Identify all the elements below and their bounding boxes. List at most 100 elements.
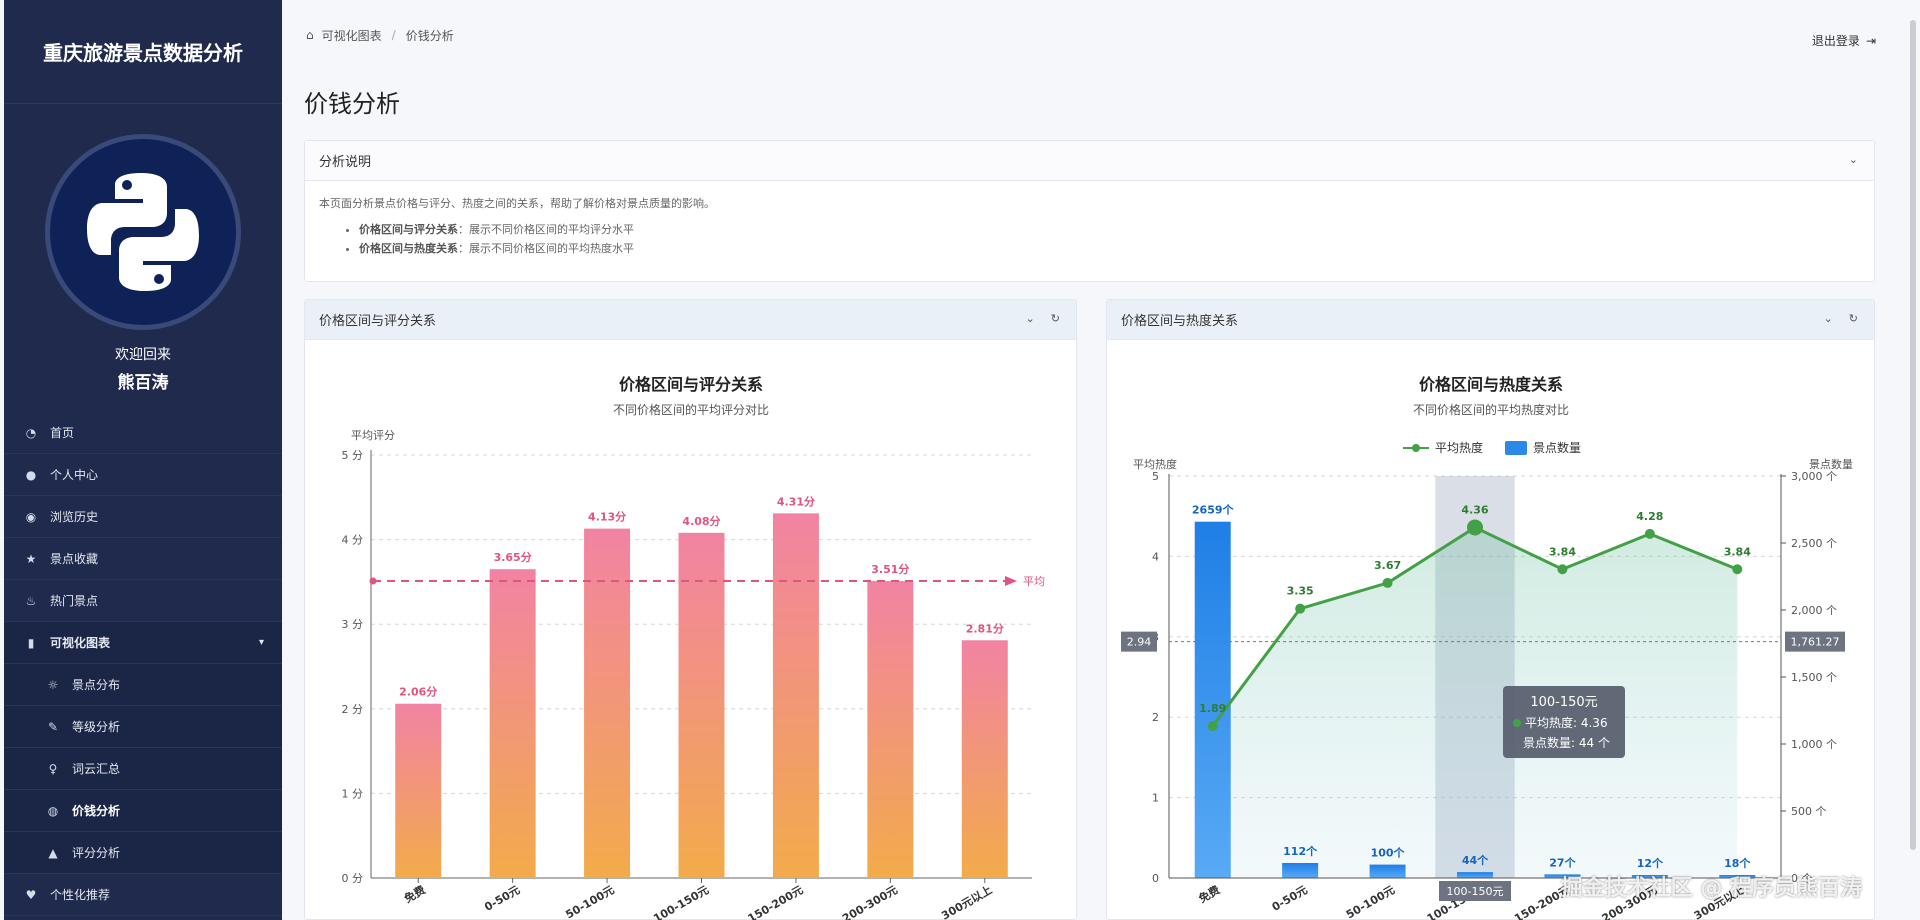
graduation-icon: ▲ (48, 845, 58, 860)
scrollbar[interactable] (1910, 20, 1916, 850)
bar-value-label: 3.65分 (494, 550, 532, 564)
crosshair-x-label: 100-150元 (1447, 885, 1504, 898)
average-line-start (369, 577, 377, 585)
x-tick-label: 免费 (402, 882, 428, 905)
crosshair-y2-label: 1,761.27 (1791, 636, 1840, 649)
bar-value-label: 2.06分 (399, 685, 437, 699)
heat-area (1212, 527, 1738, 878)
chevron-down-icon[interactable]: ⌄ (1025, 312, 1035, 325)
sidebar-item-favorites[interactable]: ★ 景点收藏 (4, 538, 282, 580)
bar (489, 569, 536, 878)
legend-label: 景点数量 (1533, 440, 1581, 455)
sidebar-item-label: 等级分析 (72, 720, 121, 734)
feather-icon: ✎ (47, 719, 59, 734)
sidebar-item-label: 景点收藏 (50, 552, 99, 566)
sidebar-item-label: 可视化图表 (50, 636, 111, 650)
count-bar-label: 44个 (1462, 853, 1489, 867)
refresh-icon[interactable]: ↻ (1848, 312, 1858, 325)
main-content: ⌂ 可视化图表 / 价钱分析 退出登录 ⇥ 价钱分析 分析说明 ⌄ 本页面分析景… (282, 0, 1900, 920)
logout-button[interactable]: 退出登录 ⇥ (1812, 32, 1876, 49)
python-logo-icon (87, 173, 199, 291)
tooltip-line: 景点数量: 44 个 (1523, 735, 1610, 750)
chevron-down-icon: ▾ (258, 637, 264, 648)
sidebar-item-charts[interactable]: ▮ 可视化图表 ▾ (4, 622, 282, 664)
home-icon[interactable]: ⌂ (306, 28, 314, 42)
y2-tick-label: 1,000 个 (1791, 738, 1837, 751)
username: 熊百涛 (117, 373, 169, 393)
sidebar-item-label: 词云汇总 (72, 762, 121, 776)
sidebar-item-price[interactable]: ◍ 价钱分析 (4, 790, 282, 832)
explain-card-title: 分析说明 (319, 155, 372, 170)
star-icon: ★ (25, 551, 37, 566)
y-tick-label: 4 分 (342, 534, 364, 547)
count-bar-label: 27个 (1549, 855, 1576, 869)
sidebar-item-home[interactable]: ◔ 首页 (4, 412, 282, 454)
explain-intro: 本页面分析景点价格与评分、热度之间的关系，帮助了解价格对景点质量的影响。 (319, 197, 715, 210)
count-bar (1457, 872, 1493, 878)
crosshair-x-badge (1439, 881, 1511, 901)
y2-tick-label: 2,000 个 (1791, 604, 1837, 617)
x-tick-label: 100-150元 (651, 883, 711, 920)
y2-tick-label: 0 个 (1791, 872, 1813, 885)
heat-point (1382, 577, 1393, 588)
sidebar-item-label: 首页 (50, 426, 75, 440)
logout-label: 退出登录 (1811, 34, 1860, 48)
sidebar-item-profile[interactable]: ● 个人中心 (4, 454, 282, 496)
bar (395, 703, 442, 878)
crosshair-y-label: 2.94 (1127, 636, 1152, 649)
x-tick-label: 0-50元 (1270, 883, 1310, 914)
brand-title: 重庆旅游景点数据分析 (4, 0, 282, 104)
heat-point-label: 3.84 (1724, 545, 1751, 558)
explain-item: 价格区间与评分关系：展示不同价格区间的平均评分水平 (359, 221, 1860, 237)
bar-value-label: 3.51分 (871, 562, 909, 576)
heat-point (1732, 564, 1743, 575)
heat-chart-card: 价格区间与热度关系 ⌄ ↻ 价格区间与热度关系 不同价格区间的平均热度对比 平均热度… (1106, 299, 1875, 920)
sidebar-item-rating[interactable]: ▲ 评分分析 (4, 832, 282, 874)
crosshair-y2-badge (1785, 631, 1845, 652)
sidebar-item-history[interactable]: ◉ 浏览历史 (4, 496, 282, 538)
sidebar-item-label: 浏览历史 (50, 510, 99, 524)
watermark: 掘金技术社区 @ 程序员熊百涛 (1560, 876, 1862, 901)
average-line-arrow (1005, 576, 1017, 587)
y-tick-label: 0 分 (342, 872, 364, 885)
chart-title: 价格区间与评分关系 (619, 375, 763, 394)
heat-point-label: 4.36 (1461, 503, 1488, 516)
heat-point-label: 1.89 (1199, 702, 1226, 715)
sidebar-item-wordcloud[interactable]: ♀ 词云汇总 (4, 748, 282, 790)
sidebar-item-distribution[interactable]: ☼ 景点分布 (4, 664, 282, 706)
heat-point-label: 3.35 (1287, 585, 1314, 598)
y-tick-label: 4 (1152, 550, 1159, 563)
breadcrumb-root[interactable]: 可视化图表 (321, 28, 382, 43)
sidebar-item-hot[interactable]: ♨ 热门景点 (4, 580, 282, 622)
chevron-down-icon[interactable]: ⌄ (1823, 312, 1833, 325)
explain-card-header[interactable]: 分析说明 ⌄ (305, 141, 1874, 181)
rating-chart-header: 价格区间与评分关系 ⌄ ↻ (305, 300, 1076, 340)
x-tick-label: 150-200元 (746, 883, 806, 920)
bar-chart-icon: ▮ (27, 635, 35, 650)
count-bar (1369, 864, 1406, 878)
count-bar-label: 18个 (1724, 856, 1751, 870)
bar-value-label: 4.31分 (777, 494, 815, 508)
bulb-icon: ♀ (48, 761, 58, 776)
count-bar (1194, 521, 1231, 878)
sidebar-item-recommend[interactable]: ♥ 个性化推荐 (4, 874, 282, 916)
y2-tick-label: 2,500 个 (1791, 537, 1837, 550)
y-tick-label: 2 (1152, 711, 1159, 724)
chart-subtitle: 不同价格区间的平均热度对比 (1413, 402, 1569, 417)
avatar[interactable] (45, 134, 241, 330)
legend-line-marker (1412, 444, 1420, 452)
heat-chart-card-title: 价格区间与热度关系 (1121, 314, 1239, 329)
x-tick-label: 300元以上 (939, 882, 994, 920)
eye-icon: ◉ (25, 509, 37, 524)
count-bar-label: 12个 (1637, 856, 1664, 870)
bar-value-label: 4.08分 (682, 514, 720, 528)
explain-card: 分析说明 ⌄ 本页面分析景点价格与评分、热度之间的关系，帮助了解价格对景点质量的… (304, 140, 1875, 282)
sidebar-item-level[interactable]: ✎ 等级分析 (4, 706, 282, 748)
refresh-icon[interactable]: ↻ (1050, 312, 1060, 325)
bar (961, 640, 1008, 878)
sidebar-menu: ◔ 首页 ● 个人中心 ◉ 浏览历史 ★ 景点收藏 ♨ 热门景点 ▮ 可视化图表… (4, 412, 282, 916)
chevron-down-icon[interactable]: ⌄ (1848, 153, 1858, 166)
y2-tick-label: 500 个 (1791, 805, 1827, 818)
y-tick-label: 0 (1152, 872, 1159, 885)
y-axis-label: 平均评分 (351, 429, 395, 442)
